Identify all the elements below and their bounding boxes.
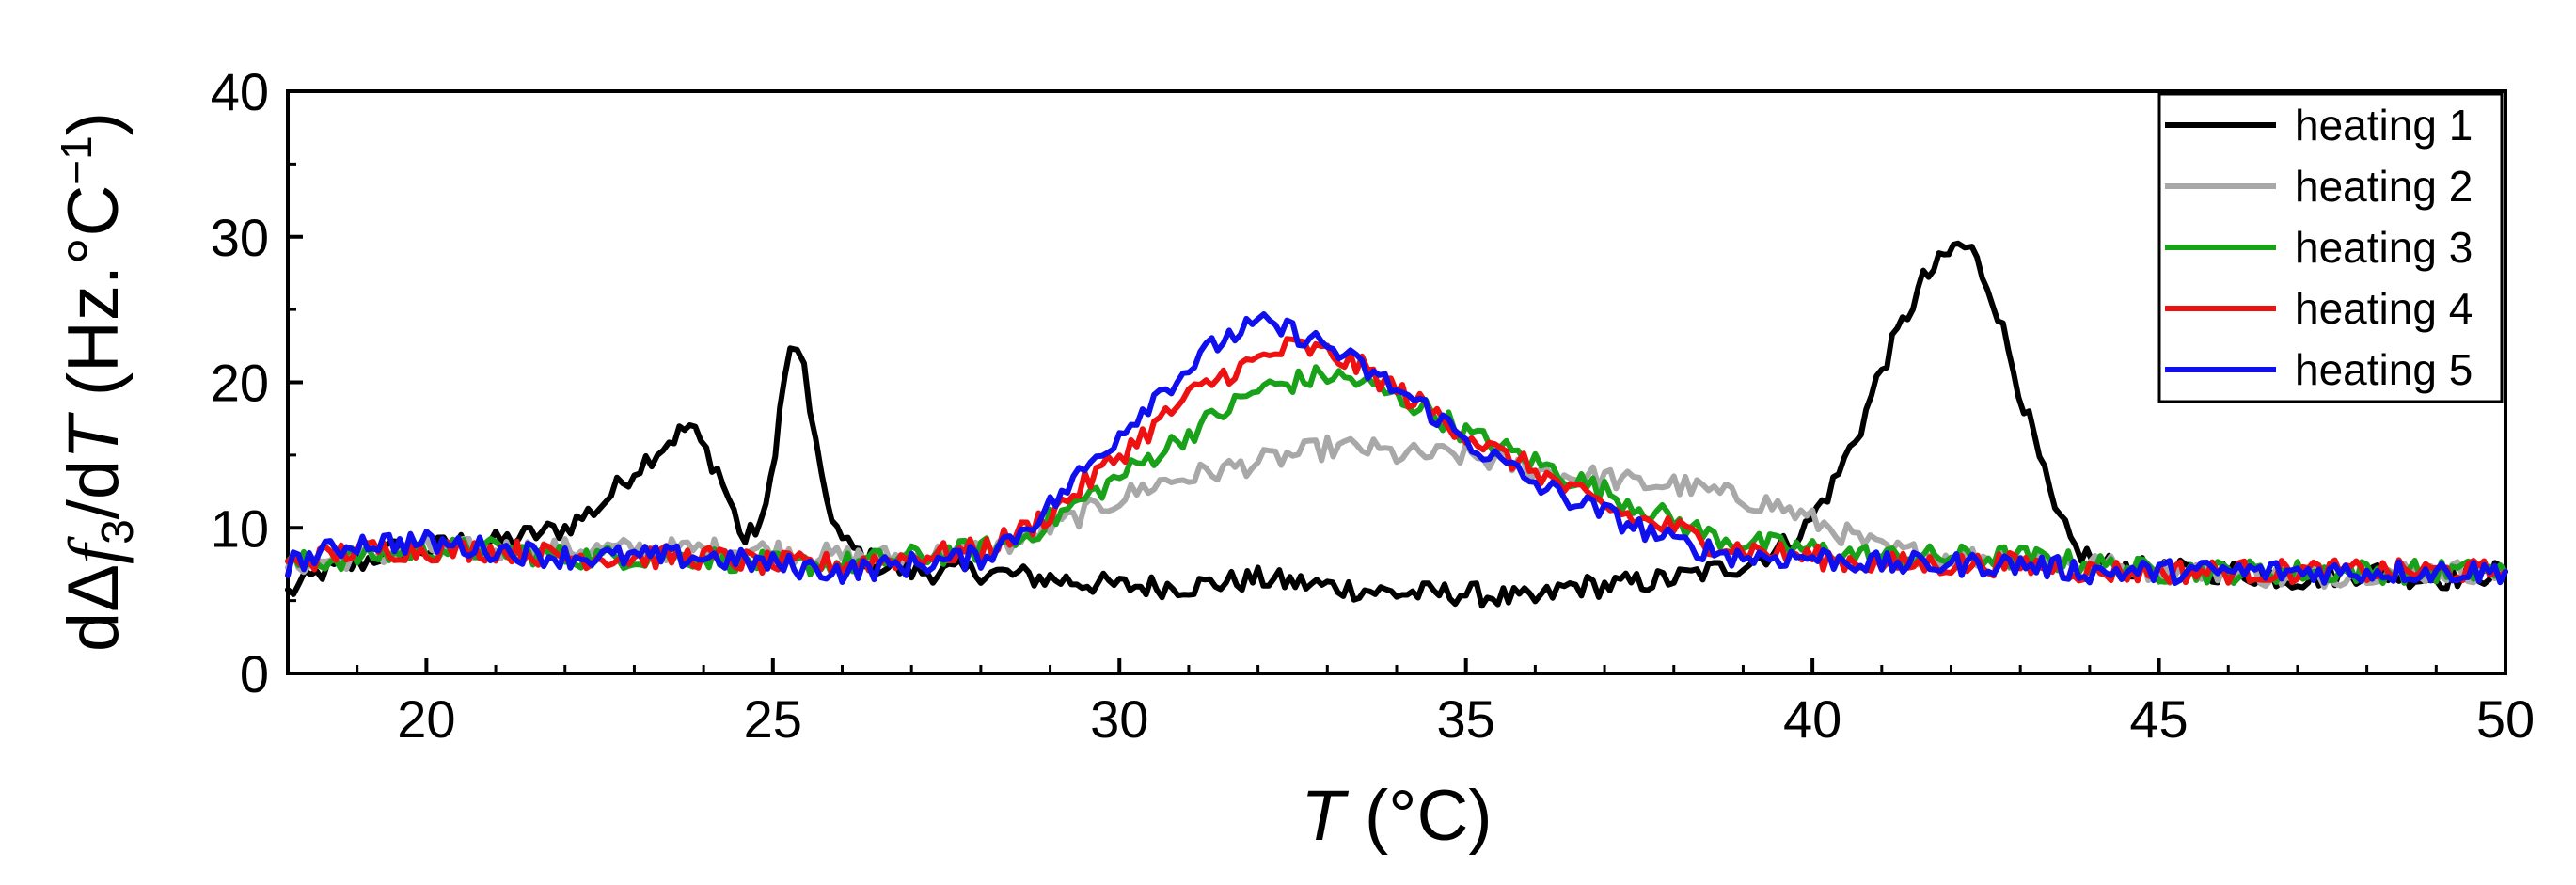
y-title-slash: /d xyxy=(54,460,134,519)
legend-label-5: heating 5 xyxy=(2295,345,2473,394)
x-title-space xyxy=(1345,776,1365,856)
x-title-T: T xyxy=(1301,776,1349,856)
y-title-d: d xyxy=(54,612,134,652)
y-title-superscript: −1 xyxy=(52,135,101,184)
x-tick-label: 40 xyxy=(1783,689,1841,749)
legend-label-3: heating 3 xyxy=(2295,223,2473,272)
x-title-unit: (°C) xyxy=(1365,776,1493,856)
x-axis-title: T (°C) xyxy=(1301,776,1492,856)
legend-label-1: heating 1 xyxy=(2295,101,2473,150)
y-tick-label: 40 xyxy=(211,62,269,121)
y-title-close: ) xyxy=(54,112,134,135)
x-tick-label: 35 xyxy=(1437,689,1495,749)
y-tick-label: 0 xyxy=(240,644,269,703)
legend-label-4: heating 4 xyxy=(2295,284,2473,333)
y-tick-label: 20 xyxy=(211,354,269,413)
series-layer xyxy=(285,240,2508,609)
y-title-delta: Δ xyxy=(54,564,134,612)
x-tick-label: 30 xyxy=(1090,689,1148,749)
legend: heating 1 heating 2 heating 3 heating 4 heat… xyxy=(2157,92,2504,403)
y-title-T: T xyxy=(54,412,134,460)
y-axis-title: dΔf3/dT (Hz.°C−1) xyxy=(52,112,143,652)
y-tick-label: 10 xyxy=(211,498,269,558)
x-tick-label: 20 xyxy=(397,689,455,749)
legend-label-2: heating 2 xyxy=(2295,162,2473,211)
y-tick-label: 30 xyxy=(211,208,269,267)
y-title-unit: (Hz.°C xyxy=(54,185,134,417)
tick-layer: 20 25 30 35 40 45 50 0 10 20 30 40 xyxy=(211,62,2535,749)
x-tick-label: 25 xyxy=(744,689,802,749)
x-tick-label: 50 xyxy=(2476,689,2535,749)
y-title-subscript: 3 xyxy=(93,519,143,545)
x-tick-label: 45 xyxy=(2129,689,2188,749)
series-line-5 xyxy=(285,311,2508,586)
